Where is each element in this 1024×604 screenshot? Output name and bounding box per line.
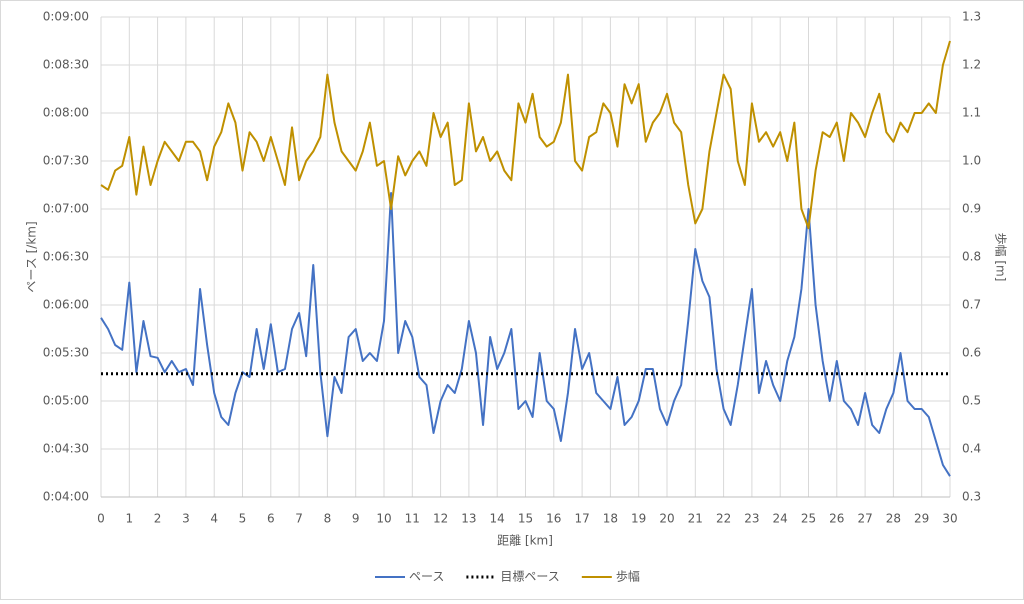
- x-tick-label: 15: [518, 512, 533, 526]
- x-tick-label: 0: [97, 512, 105, 526]
- x-tick-label: 10: [376, 512, 391, 526]
- y2-tick-label: 0.8: [962, 250, 981, 264]
- y2-tick-label: 0.3: [962, 490, 981, 504]
- y2-tick-label: 0.7: [962, 298, 981, 312]
- y2-tick-label: 0.6: [962, 346, 981, 360]
- y-tick-label: 0:09:00: [43, 10, 89, 24]
- y-tick-label: 0:05:30: [43, 346, 89, 360]
- y2-tick-label: 1.2: [962, 58, 981, 72]
- y2-tick-label: 0.5: [962, 394, 981, 408]
- x-tick-label: 3: [182, 512, 190, 526]
- x-tick-label: 7: [295, 512, 303, 526]
- x-tick-label: 23: [744, 512, 759, 526]
- y-tick-label: 0:04:00: [43, 490, 89, 504]
- x-tick-label: 26: [829, 512, 844, 526]
- legend-label: ペース: [409, 570, 444, 584]
- y-axis-title: ペース [/km]: [25, 221, 39, 292]
- x-tick-label: 5: [239, 512, 247, 526]
- x-tick-label: 30: [942, 512, 957, 526]
- x-tick-label: 6: [267, 512, 275, 526]
- y-tick-label: 0:05:00: [43, 394, 89, 408]
- x-tick-label: 28: [886, 512, 901, 526]
- x-tick-label: 20: [659, 512, 674, 526]
- x-tick-label: 19: [631, 512, 646, 526]
- x-tick-label: 9: [352, 512, 360, 526]
- y-tick-label: 0:08:30: [43, 58, 89, 72]
- x-tick-label: 25: [801, 512, 816, 526]
- y2-tick-label: 1.3: [962, 10, 981, 24]
- y-tick-label: 0:07:00: [43, 202, 89, 216]
- y-tick-label: 0:07:30: [43, 154, 89, 168]
- y2-tick-label: 1.1: [962, 106, 981, 120]
- x-tick-label: 27: [857, 512, 872, 526]
- x-tick-label: 21: [688, 512, 703, 526]
- x-tick-label: 18: [603, 512, 618, 526]
- x-tick-label: 1: [125, 512, 133, 526]
- x-tick-label: 14: [490, 512, 505, 526]
- x-tick-label: 13: [461, 512, 476, 526]
- legend-label: 歩幅: [616, 569, 640, 584]
- x-tick-label: 24: [773, 512, 788, 526]
- x-tick-label: 12: [433, 512, 448, 526]
- y2-tick-label: 0.9: [962, 202, 981, 216]
- x-tick-label: 22: [716, 512, 731, 526]
- x-tick-label: 11: [405, 512, 420, 526]
- x-tick-label: 16: [546, 512, 561, 526]
- y2-tick-label: 1.0: [962, 154, 981, 168]
- legend-label: 目標ペース: [500, 570, 559, 584]
- x-tick-label: 2: [154, 512, 162, 526]
- x-tick-label: 4: [210, 512, 218, 526]
- y-tick-label: 0:04:30: [43, 442, 89, 456]
- x-axis-title: 距離 [km]: [497, 534, 553, 548]
- y-tick-label: 0:06:30: [43, 250, 89, 264]
- x-tick-label: 29: [914, 512, 929, 526]
- y2-tick-label: 0.4: [962, 442, 981, 456]
- y2-axis-title: 歩幅 [m]: [994, 233, 1009, 282]
- y-tick-label: 0:08:00: [43, 106, 89, 120]
- series-line: [100, 40, 951, 230]
- series-line: [100, 192, 951, 477]
- y-tick-label: 0:06:00: [43, 298, 89, 312]
- x-tick-label: 8: [324, 512, 332, 526]
- x-tick-label: 17: [574, 512, 589, 526]
